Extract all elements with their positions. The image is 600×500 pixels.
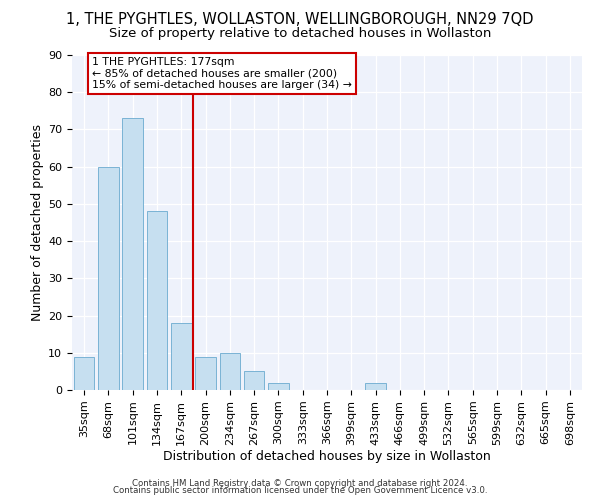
Text: 1 THE PYGHTLES: 177sqm
← 85% of detached houses are smaller (200)
15% of semi-de: 1 THE PYGHTLES: 177sqm ← 85% of detached… — [92, 57, 352, 90]
Text: Contains public sector information licensed under the Open Government Licence v3: Contains public sector information licen… — [113, 486, 487, 495]
Bar — [365, 382, 386, 390]
Bar — [220, 353, 240, 390]
Text: 1, THE PYGHTLES, WOLLASTON, WELLINGBOROUGH, NN29 7QD: 1, THE PYGHTLES, WOLLASTON, WELLINGBOROU… — [66, 12, 534, 28]
Text: Contains HM Land Registry data © Crown copyright and database right 2024.: Contains HM Land Registry data © Crown c… — [132, 478, 468, 488]
Bar — [74, 356, 94, 390]
Bar — [195, 356, 216, 390]
Text: Size of property relative to detached houses in Wollaston: Size of property relative to detached ho… — [109, 28, 491, 40]
Bar — [171, 323, 191, 390]
Bar — [268, 382, 289, 390]
Bar — [244, 372, 265, 390]
Bar — [98, 166, 119, 390]
Bar — [122, 118, 143, 390]
X-axis label: Distribution of detached houses by size in Wollaston: Distribution of detached houses by size … — [163, 450, 491, 464]
Y-axis label: Number of detached properties: Number of detached properties — [31, 124, 44, 321]
Bar — [146, 212, 167, 390]
